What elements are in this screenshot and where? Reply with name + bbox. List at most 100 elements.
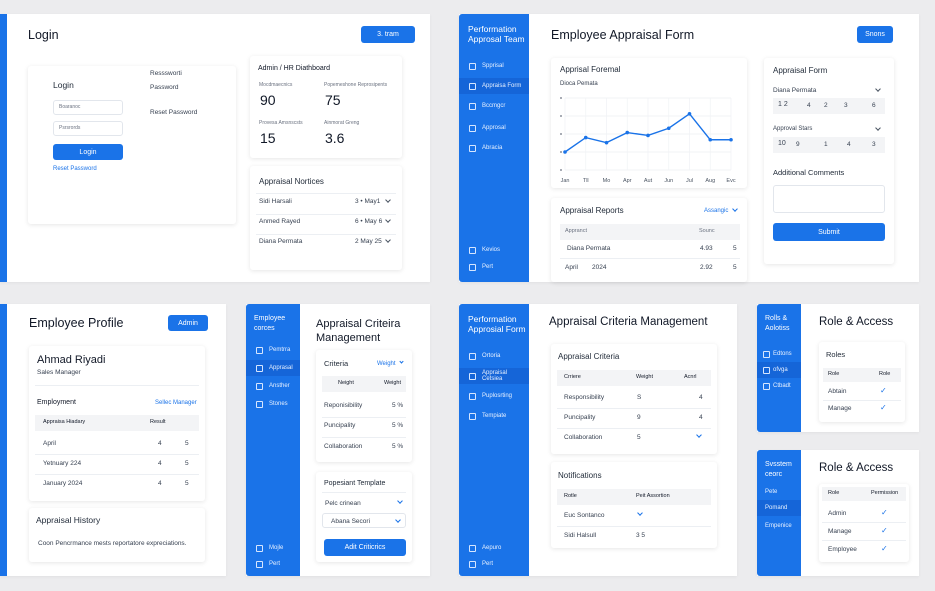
data-point — [583, 135, 588, 140]
check-icon[interactable]: ✓ — [880, 386, 887, 395]
nav-item[interactable]: Tempiate — [459, 408, 529, 424]
chevron-down-icon[interactable] — [385, 217, 391, 223]
nav-item-active[interactable]: Apprasal — [246, 360, 300, 376]
nav-item[interactable]: Spprisal — [459, 58, 529, 74]
sidebar-title: Performation Approsal Team — [468, 24, 525, 44]
nav-item[interactable]: Ortoria — [459, 348, 529, 364]
profile-card: Ahmad Riyadi Sales Manager Employment Se… — [29, 346, 205, 501]
rating-row[interactable] — [773, 137, 885, 153]
chart-card-title: Apprisal Foremal — [560, 65, 621, 74]
nav-item[interactable]: Pete — [757, 484, 801, 500]
admin-button[interactable]: Admin — [168, 315, 208, 331]
table-cell: Reponisibility — [324, 402, 363, 409]
nav-item[interactable]: Stones — [246, 396, 300, 412]
nav-item[interactable]: Approsal — [459, 120, 529, 136]
table-cell: Yetnuary 224 — [43, 460, 82, 467]
chevron-down-icon[interactable] — [397, 498, 403, 504]
nav-item[interactable]: Kevios — [459, 242, 529, 258]
nav-label: Pert — [482, 264, 494, 270]
nav-label: Pert — [269, 561, 281, 567]
chevron-down-icon[interactable] — [875, 86, 881, 92]
stat-value: 3.6 — [325, 130, 345, 146]
gear-icon — [763, 366, 770, 374]
top-button[interactable]: 3. tram — [361, 26, 415, 43]
employment-link[interactable]: Sellec Manager — [155, 400, 197, 406]
weight-link[interactable]: Weight — [377, 361, 396, 367]
rating-value: 1 2 — [778, 101, 788, 108]
nav-item[interactable]: Bccmgcr — [459, 98, 529, 114]
table-header — [322, 376, 406, 392]
nav-item[interactable]: Puplosrting — [459, 388, 529, 404]
nav-item[interactable]: Aepuro — [459, 540, 529, 556]
add-criteria-button[interactable]: Adit Criticrics — [324, 539, 406, 556]
column-header: Appranct — [565, 228, 588, 234]
template-title: Popesiant Template — [324, 480, 386, 487]
check-icon[interactable]: ✓ — [881, 526, 888, 535]
nav-item[interactable]: Mojle — [246, 540, 300, 556]
table-cell: Sidi Halsull — [564, 532, 597, 539]
logout-icon — [469, 560, 476, 568]
nav-item-active[interactable]: Pomand — [757, 500, 801, 516]
data-point — [646, 133, 650, 138]
rating-value: 3 — [872, 141, 876, 148]
chevron-down-icon[interactable] — [637, 510, 643, 516]
table-header — [822, 487, 906, 501]
reset-password-link[interactable]: Reset Password — [53, 166, 97, 172]
chevron-down-icon[interactable] — [696, 432, 702, 438]
chevron-down-icon[interactable] — [399, 359, 404, 364]
check-icon[interactable]: ✓ — [881, 508, 888, 517]
table-cell: Diana Permata — [567, 245, 611, 252]
nav-item[interactable]: Edtons — [757, 346, 801, 362]
submit-button[interactable]: Submit — [773, 223, 885, 241]
column-header: Peit Assortion — [636, 493, 670, 499]
nav-item-active[interactable]: Appraisa Form — [459, 78, 529, 94]
chevron-down-icon[interactable] — [385, 237, 391, 243]
nav-item-active[interactable]: ofvga — [757, 362, 801, 378]
comments-textarea[interactable] — [773, 185, 885, 213]
person-icon — [763, 350, 770, 358]
top-button[interactable]: Snons — [857, 26, 893, 43]
comments-label: Additional Comments — [773, 168, 845, 177]
reports-card: Appraisal Reports Assangic Appranct Soun… — [551, 198, 747, 282]
template-option[interactable]: Pelc crinean — [325, 500, 361, 507]
nav-item[interactable]: Pert — [246, 556, 300, 572]
x-tick-label: Jan — [561, 178, 570, 184]
username-input[interactable]: Boaranoc — [53, 100, 123, 115]
column-header: Acnrl — [684, 374, 697, 380]
history-text: Coon Pencrmance mests reportatore exprec… — [38, 540, 187, 547]
notice-date: 2 May 25 — [355, 238, 382, 245]
reports-filter[interactable]: Assangic — [704, 208, 729, 214]
nav-item[interactable]: Pemtrra — [246, 342, 300, 358]
nav-item[interactable]: Abracia — [459, 140, 529, 156]
login-button[interactable]: Login — [53, 144, 123, 160]
nav-item[interactable]: Ansther — [246, 378, 300, 394]
password-input[interactable]: Psrsrords — [53, 121, 123, 136]
access-panel-1: Rolls & Aolotiss Edtons ofvga Ctbadt Rol… — [757, 304, 919, 432]
nav-item-active[interactable]: Appraisal Cetsiea — [459, 368, 529, 384]
rating-row[interactable] — [773, 98, 885, 114]
chevron-down-icon[interactable] — [875, 125, 881, 131]
nav-item[interactable]: Pert — [459, 259, 529, 275]
notice-name: Sidi Harsali — [259, 198, 292, 205]
stat-label: Popemeshone Reprosipents — [324, 82, 388, 88]
chevron-down-icon[interactable] — [385, 197, 391, 203]
nav-item[interactable]: Pert — [459, 556, 529, 572]
chart-card: Apprisal Foremal Dioca Pemata Jan Tll Mo Ap… — [551, 58, 747, 188]
notices-title: Appraisal Nortices — [259, 177, 324, 186]
rating-value: 4 — [807, 102, 811, 109]
criteria-title: Appraisal Criteria — [558, 352, 620, 361]
check-icon[interactable]: ✓ — [881, 544, 888, 553]
check-icon[interactable]: ✓ — [880, 403, 887, 412]
table-cell: 5 % — [392, 422, 404, 429]
accent-bar — [0, 304, 7, 576]
nav-item[interactable]: Empenice — [757, 518, 801, 534]
criteria-panel: Employee corces Pemtrra Apprasal Ansther… — [246, 304, 430, 576]
chevron-down-icon[interactable] — [732, 206, 738, 212]
nav-label: Empenice — [765, 523, 792, 529]
nav-item[interactable]: Ctbadt — [757, 378, 801, 394]
template-select[interactable] — [322, 513, 406, 528]
history-title: Appraisal History — [36, 515, 101, 525]
person-icon — [256, 346, 263, 354]
rating-value: 2 — [824, 102, 828, 109]
table-cell: 9 — [637, 414, 641, 421]
